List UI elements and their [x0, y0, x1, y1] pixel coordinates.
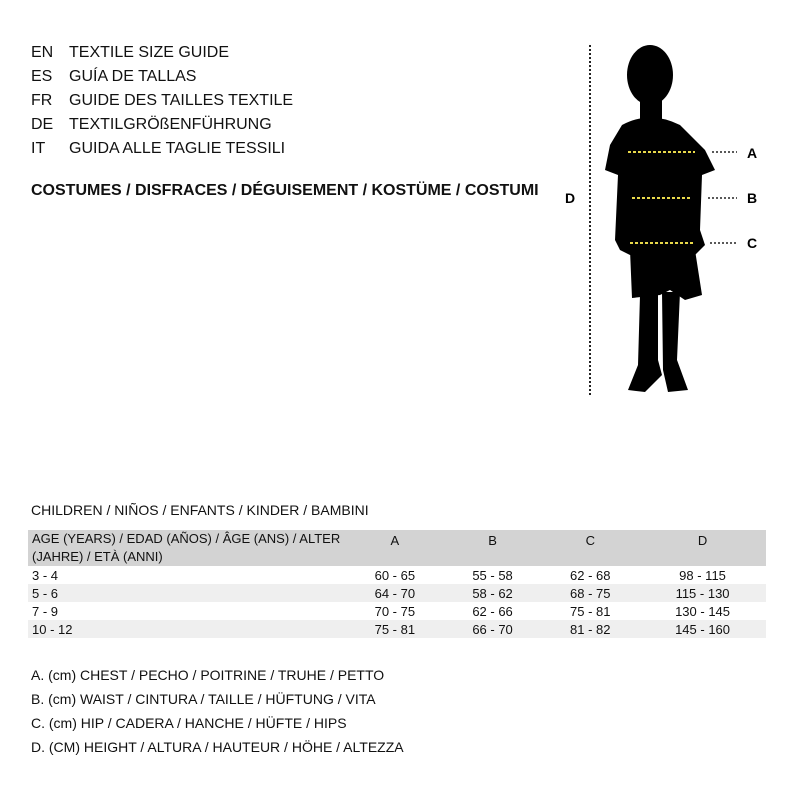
- cell-b: 55 - 58: [472, 567, 513, 583]
- label-a: A: [747, 145, 757, 161]
- lang-code: DE: [31, 116, 54, 133]
- cell-d: 115 - 130: [675, 585, 730, 601]
- label-d: D: [565, 190, 575, 206]
- lang-code: EN: [31, 44, 54, 61]
- legend-d: D. (CM) HEIGHT / ALTURA / HAUTEUR / HÖHE…: [31, 739, 404, 755]
- cell-c: 81 - 82: [570, 621, 611, 637]
- title-text: TEXTILE SIZE GUIDE: [69, 44, 230, 61]
- header-a: A: [390, 533, 400, 548]
- child-silhouette: [605, 45, 715, 392]
- lang-code: FR: [31, 92, 53, 109]
- cell-c: 75 - 81: [570, 603, 611, 619]
- header-c: C: [585, 533, 595, 548]
- size-table: AGE (YEARS) / EDAD (AÑOS) / ÂGE (ANS) / …: [28, 530, 766, 638]
- cell-a: 70 - 75: [374, 603, 416, 619]
- label-c: C: [747, 235, 757, 251]
- cell-age: 5 - 6: [32, 585, 59, 601]
- label-b: B: [747, 190, 757, 206]
- cell-b: 58 - 62: [472, 585, 513, 601]
- legend-a: A. (cm) CHEST / PECHO / POITRINE / TRUHE…: [31, 667, 385, 683]
- cell-age: 10 - 12: [32, 621, 73, 637]
- measure-leader-lines: [708, 151, 737, 244]
- title-de: DE TEXTILGRÖßENFÜHRUNG: [31, 116, 272, 134]
- title-fr: FR GUIDE DES TAILLES TEXTILE: [31, 92, 293, 110]
- cell-b: 62 - 66: [472, 603, 513, 619]
- cell-b: 66 - 70: [472, 621, 513, 637]
- header-age: AGE (YEARS) / EDAD (AÑOS) / ÂGE (ANS) / …: [32, 531, 341, 564]
- measure-lines-body: [628, 151, 695, 244]
- cell-c: 62 - 68: [570, 567, 611, 583]
- lang-code: IT: [31, 140, 46, 157]
- cell-d: 98 - 115: [679, 567, 726, 583]
- table-row: 5 - 6 64 - 70 58 - 62 68 - 75 115 - 130: [28, 584, 766, 602]
- title-text: GUIDE DES TAILLES TEXTILE: [69, 92, 294, 109]
- title-es: ES GUÍA DE TALLAS: [31, 68, 196, 86]
- group-heading: CHILDREN / NIÑOS / ENFANTS / KINDER / BA…: [31, 502, 369, 518]
- legend-c: C. (cm) HIP / CADERA / HANCHE / HÜFTE / …: [31, 715, 347, 731]
- cell-a: 75 - 81: [374, 621, 416, 637]
- title-en: EN TEXTILE SIZE GUIDE: [31, 44, 229, 62]
- table-row: 7 - 9 70 - 75 62 - 66 75 - 81 130 - 145: [28, 602, 766, 620]
- table-row: 3 - 4 60 - 65 55 - 58 62 - 68 98 - 115: [28, 566, 766, 584]
- header-d: D: [697, 533, 708, 548]
- title-text: GUÍA DE TALLAS: [69, 68, 197, 85]
- cell-a: 64 - 70: [374, 585, 416, 601]
- cell-c: 68 - 75: [570, 585, 611, 601]
- lang-code: ES: [31, 68, 53, 85]
- cell-d: 130 - 145: [675, 603, 731, 619]
- cell-age: 7 - 9: [32, 603, 59, 619]
- category-heading: COSTUMES / DISFRACES / DÉGUISEMENT / KOS…: [31, 182, 539, 199]
- header-b: B: [488, 533, 497, 548]
- child-silhouette-figure: A B C D: [565, 45, 757, 395]
- table-header-row: AGE (YEARS) / EDAD (AÑOS) / ÂGE (ANS) / …: [28, 530, 766, 566]
- cell-age: 3 - 4: [32, 567, 59, 583]
- title-it: IT GUIDA ALLE TAGLIE TESSILI: [31, 140, 285, 158]
- cell-a: 60 - 65: [374, 567, 416, 583]
- title-text: GUIDA ALLE TAGLIE TESSILI: [69, 140, 286, 157]
- cell-d: 145 - 160: [675, 621, 731, 637]
- legend-b: B. (cm) WAIST / CINTURA / TAILLE / HÜFTU…: [31, 691, 376, 707]
- table-row: 10 - 12 75 - 81 66 - 70 81 - 82 145 - 160: [28, 620, 766, 638]
- title-text: TEXTILGRÖßENFÜHRUNG: [69, 116, 272, 133]
